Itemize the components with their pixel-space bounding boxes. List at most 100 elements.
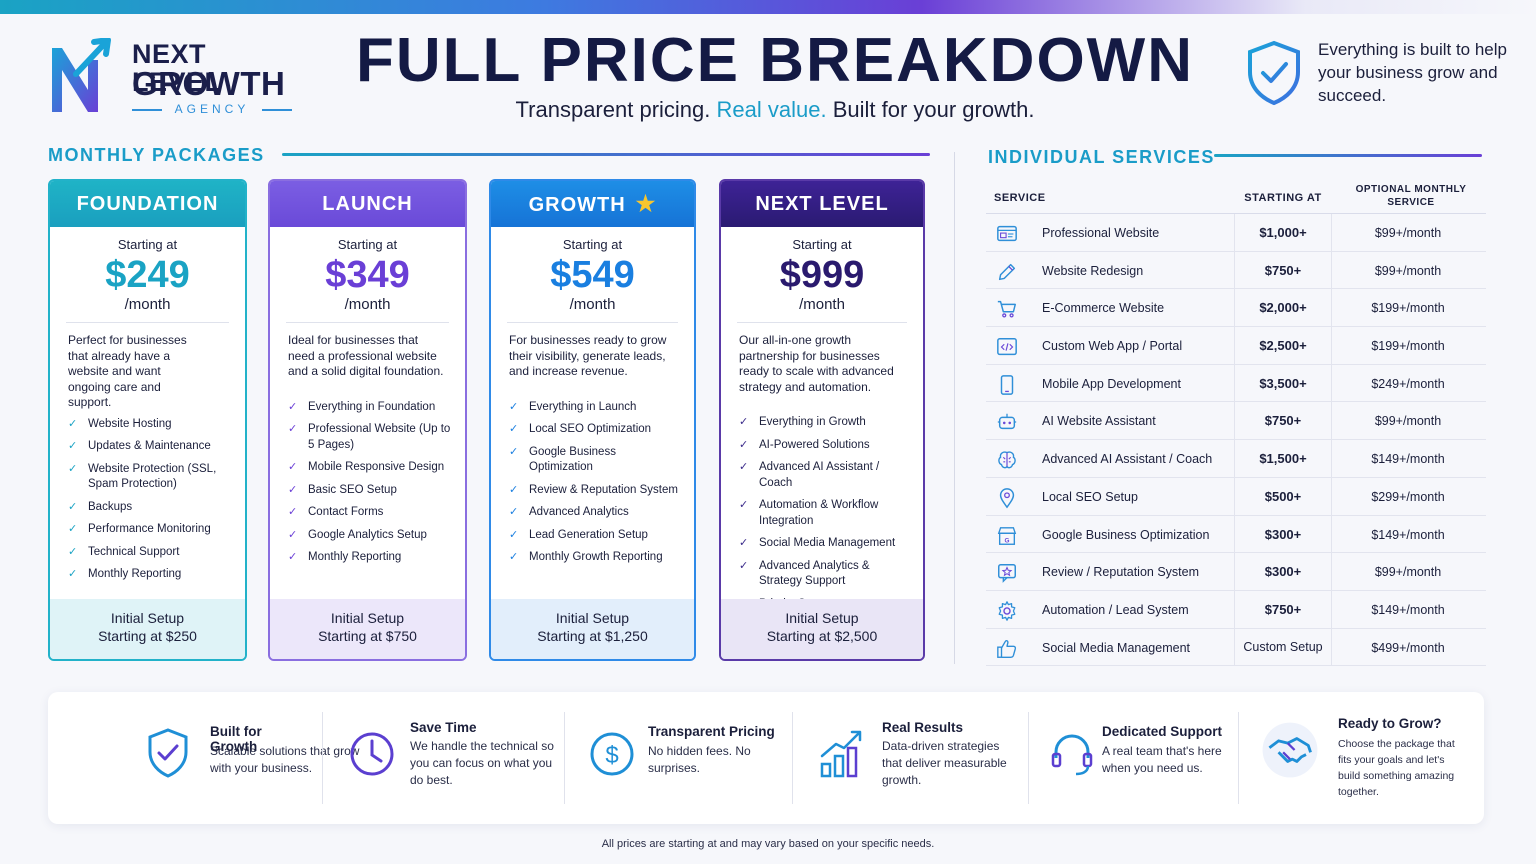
- service-name: Google Business Optimization: [1042, 527, 1210, 542]
- package-price: $999: [779, 254, 865, 296]
- package-name-text: GROWTH: [528, 194, 626, 216]
- feature-text: Automation & Workflow Integration: [759, 499, 879, 527]
- setup-price: $250: [165, 628, 197, 644]
- check-icon: ✓: [509, 506, 519, 518]
- feature-text: Monthly Growth Reporting: [529, 551, 663, 563]
- service-monthly: $99+/month: [1374, 414, 1442, 429]
- service-monthly: $149+/month: [1371, 527, 1445, 542]
- check-icon: ✓: [509, 528, 519, 541]
- page-subtitle: Transparent pricing. Real value. Built f…: [320, 96, 1230, 124]
- service-monthly: $99+/month: [1374, 565, 1442, 580]
- services-rows: Professional Website $1,000+ $99+/month Web…: [986, 214, 1486, 667]
- setup-prefix: Starting at: [98, 628, 162, 644]
- feature-item: ✓ Mobile Responsive Design: [288, 460, 451, 476]
- feature-item: ✓ Everything in Launch: [509, 400, 680, 416]
- package-card: NEXT LEVEL Starting at $999/month Our all-i…: [719, 179, 925, 661]
- benefits-bar: Built for Growth Scalable solutions that …: [48, 692, 1484, 824]
- service-price: $750+: [1234, 251, 1332, 289]
- feature-item: ✓ Professional Website (Up to 5 Pages): [288, 422, 451, 453]
- benefit-title: Save Time: [410, 720, 477, 735]
- feature-item: ✓ Backups: [68, 500, 231, 516]
- feature-text: Performance Monitoring: [88, 523, 211, 535]
- feature-item: ✓ Advanced AI Assistant / Coach: [739, 460, 909, 491]
- service-price: $2,000+: [1234, 289, 1332, 327]
- service-monthly: $149+/month: [1371, 602, 1445, 617]
- check-icon: ✓: [509, 400, 519, 413]
- page-title: FULL PRICE BREAKDOWN: [356, 26, 1194, 95]
- service-name: Custom Web App / Portal: [1042, 339, 1183, 354]
- brand-agency-text: AGENCY: [174, 102, 250, 116]
- benefit-title: Transparent Pricing: [648, 724, 775, 739]
- packages-section-line: [282, 153, 930, 156]
- feature-item: ✓ Everything in Growth: [739, 415, 909, 431]
- package-name-text: NEXT LEVEL: [755, 193, 889, 215]
- benefit-separator: [1238, 712, 1239, 804]
- check-icon: ✓: [288, 528, 298, 541]
- store-icon: G: [997, 526, 1017, 545]
- service-price: $750+: [1234, 590, 1332, 628]
- col-service-header: SERVICE: [994, 192, 1046, 204]
- package-name: NEXT LEVEL: [721, 181, 923, 227]
- benefit-description: Data-driven strategies that deliver meas…: [882, 739, 1007, 787]
- starting-label: Starting at: [117, 237, 178, 252]
- service-monthly: $499+/month: [1371, 640, 1445, 655]
- feature-text: Professional Website (Up to 5 Pages): [308, 423, 451, 451]
- feature-list: ✓ Everything in Growth ✓ AI-Powered Solutio…: [721, 415, 923, 612]
- setup-fee: Initial Setup Starting at $250: [50, 599, 245, 659]
- table-row: Advanced AI Assistant / Coach $1,500+ $149…: [986, 440, 1486, 478]
- table-row: Professional Website $1,000+ $99+/month: [986, 214, 1486, 252]
- check-icon: ✓: [739, 461, 749, 473]
- package-price: $349: [325, 254, 410, 296]
- svg-text:$: $: [605, 742, 618, 769]
- benefit-description: A real team that's here when you need us…: [1102, 744, 1222, 775]
- featured-star-icon: ★: [635, 191, 657, 216]
- benefit-description: Scalable solutions that grow with your b…: [210, 744, 360, 775]
- package-card: FOUNDATION Starting at $249/month Perfect f…: [48, 179, 247, 661]
- benefit-item: Built for Growth Scalable solutions that …: [96, 692, 359, 824]
- dollar-icon: $: [590, 732, 634, 776]
- feature-text: Local SEO Optimization: [529, 423, 652, 435]
- check-icon: ✓: [68, 545, 78, 558]
- subtitle-part-c: Built for your growth.: [826, 97, 1035, 122]
- benefit-title: Ready to Grow?: [1338, 716, 1442, 731]
- setup-label: Initial Setup: [555, 610, 630, 626]
- shield-check-icon: [148, 728, 188, 778]
- setup-prefix: Starting at: [766, 628, 831, 644]
- setup-label: Initial Setup: [330, 610, 405, 626]
- map-pin-icon: [999, 487, 1015, 509]
- service-name: Social Media Management: [1042, 640, 1190, 655]
- subtitle-highlight: Real value.: [716, 97, 827, 122]
- handshake-icon: [1262, 722, 1318, 778]
- starting-label: Starting at: [792, 237, 852, 252]
- code-icon: [997, 338, 1017, 356]
- service-monthly: $99+/month: [1374, 263, 1442, 278]
- package-description: Ideal for businesses that need a profess…: [288, 333, 444, 378]
- benefit-item: $ Transparent Pricing No hidden fees. No s…: [588, 692, 798, 824]
- feature-text: Contact Forms: [308, 506, 384, 518]
- check-icon: ✓: [739, 537, 749, 549]
- check-icon: ✓: [739, 499, 749, 511]
- check-icon: ✓: [68, 500, 78, 513]
- subtitle-part-a: Transparent pricing.: [515, 97, 717, 122]
- setup-fee: Initial Setup Starting at $2,500: [721, 599, 923, 659]
- tagline-text: Everything is built to help your busines…: [1318, 40, 1507, 105]
- feature-item: ✓ Google Business Optimization: [509, 445, 680, 476]
- check-icon: ✓: [288, 506, 298, 518]
- service-monthly: $299+/month: [1371, 489, 1445, 504]
- phone-icon: [1000, 374, 1014, 395]
- service-name: AI Website Assistant: [1042, 414, 1156, 429]
- bar-chart-icon: [820, 730, 862, 778]
- feature-item: ✓ Review & Reputation System: [509, 483, 680, 499]
- check-icon: ✓: [509, 483, 519, 496]
- pencil-icon: [998, 263, 1016, 280]
- feature-item: ✓ Performance Monitoring: [68, 522, 231, 538]
- feature-text: AI-Powered Solutions: [759, 438, 870, 451]
- footnote: All prices are starting at and may vary …: [601, 838, 935, 850]
- feature-list: ✓ Everything in Foundation ✓ Professional W…: [270, 400, 465, 566]
- check-icon: ✓: [288, 400, 298, 413]
- feature-text: Updates & Maintenance: [88, 440, 211, 452]
- service-name: Advanced AI Assistant / Coach: [1042, 452, 1213, 467]
- service-price: $300+: [1234, 553, 1332, 590]
- benefit-separator: [322, 712, 323, 804]
- table-row: E-Commerce Website $2,000+ $199+/month: [986, 289, 1486, 328]
